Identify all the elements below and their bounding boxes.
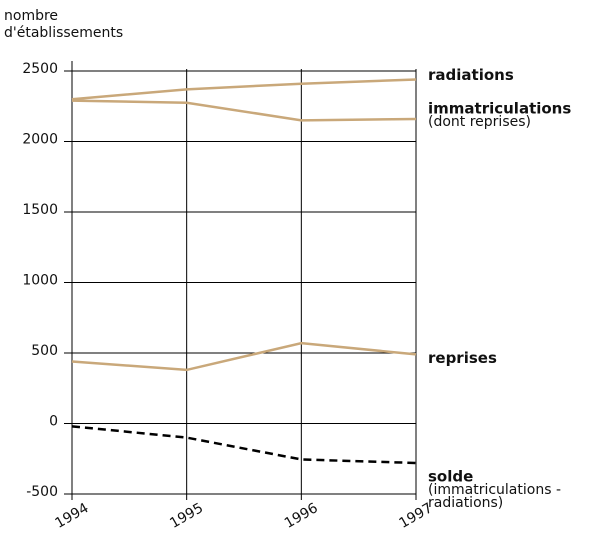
series-line — [71, 99, 417, 122]
x-tick-label: 1994 — [53, 500, 92, 532]
y-tick-label: 2000 — [22, 132, 58, 148]
y-axis-label: d'établissements — [4, 25, 123, 41]
series-note: (dont reprises) — [428, 114, 531, 130]
x-tick-label: 1996 — [282, 500, 321, 532]
y-tick-label: 0 — [49, 414, 58, 430]
series-note: radiations) — [428, 495, 503, 511]
series-note: (immatriculations - — [428, 482, 561, 498]
y-tick-label: 2500 — [22, 61, 58, 77]
y-tick-label: 500 — [31, 343, 58, 359]
x-tick-label: 1995 — [167, 500, 206, 532]
y-tick-label: -500 — [26, 484, 58, 500]
y-tick-label: 1000 — [22, 273, 58, 289]
y-axis-label: nombre — [4, 8, 58, 24]
series-label: radiations — [428, 66, 514, 84]
y-tick-label: 1500 — [22, 202, 58, 218]
series-line — [71, 78, 417, 101]
series-label: immatriculations — [428, 99, 571, 117]
series-label: reprises — [428, 349, 497, 367]
series-line — [71, 425, 417, 465]
series-line — [71, 341, 417, 372]
series-label: solde — [428, 467, 473, 485]
